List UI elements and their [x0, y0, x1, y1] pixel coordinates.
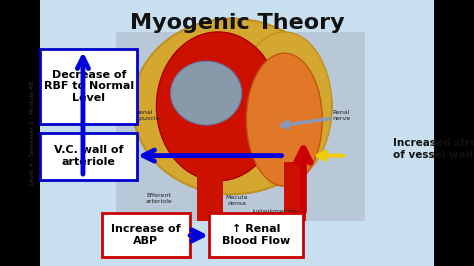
Text: Efferent
arteriole: Efferent arteriole [146, 193, 172, 203]
Ellipse shape [246, 53, 322, 186]
Ellipse shape [156, 32, 280, 181]
FancyBboxPatch shape [102, 213, 190, 257]
Text: Renal
corpuscle: Renal corpuscle [129, 110, 160, 121]
FancyBboxPatch shape [40, 49, 137, 124]
Text: Increased stretch
of vessel wall: Increased stretch of vessel wall [393, 138, 474, 160]
Text: Decrease of
RBF to Normal
Level: Decrease of RBF to Normal Level [44, 70, 134, 103]
Text: V.C. wall of
arteriole: V.C. wall of arteriole [54, 146, 124, 167]
Text: Level 4 - Semester 2 - Module 4B: Level 4 - Semester 2 - Module 4B [30, 81, 35, 185]
Ellipse shape [133, 19, 332, 194]
FancyBboxPatch shape [197, 141, 223, 221]
Text: Macula
densa: Macula densa [226, 196, 248, 206]
Text: Renal
nerve: Renal nerve [332, 110, 350, 121]
Text: ↑ Renal
Blood Flow: ↑ Renal Blood Flow [222, 224, 290, 246]
Text: Increase of
ABP: Increase of ABP [111, 224, 181, 246]
FancyBboxPatch shape [284, 162, 306, 221]
Ellipse shape [237, 32, 332, 181]
Ellipse shape [171, 61, 242, 125]
FancyBboxPatch shape [116, 32, 365, 221]
FancyBboxPatch shape [0, 0, 40, 266]
FancyBboxPatch shape [40, 0, 434, 266]
FancyBboxPatch shape [434, 0, 474, 266]
Text: Myogenic Theory: Myogenic Theory [130, 13, 344, 33]
FancyBboxPatch shape [209, 213, 303, 257]
Text: Juxtaglomerular c.: Juxtaglomerular c. [252, 209, 303, 214]
FancyBboxPatch shape [40, 133, 137, 180]
